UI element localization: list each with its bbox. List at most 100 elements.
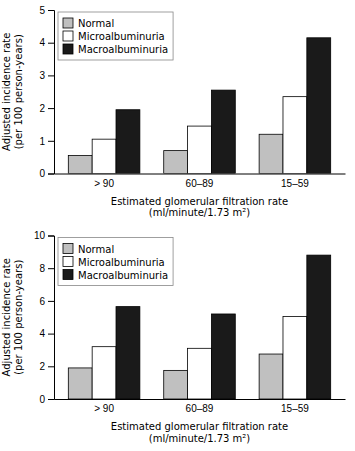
x-axis-title: Estimated glomerular filtration rate(ml/… [111,421,288,444]
bar [92,139,116,173]
legend-swatch [63,244,73,254]
bar [92,347,116,399]
y-tick-label: 2 [39,103,45,114]
legend-swatch [63,18,73,28]
legend-frame [58,12,173,60]
y-tick-label: 4 [39,37,45,48]
y-tick-label: 2 [39,361,45,372]
x-axis: > 90 60–89 15–59 [55,174,346,189]
legend-label: Normal [78,18,114,29]
x-tick-label: 60–89 [186,178,214,189]
y-tick: 4 [39,37,54,48]
y-axis-title: Adjusted incidence rate(per 100 person-y… [1,258,24,376]
legend: Normal Microalbuminuria Macroalbuminuria [58,238,173,286]
y-tick: 2 [39,361,54,372]
bar [116,307,140,399]
y-tick: 5 [39,5,54,16]
legend-label: Normal [78,244,114,255]
y-tick-label: 3 [39,70,45,81]
x-tick-label: > 90 [94,178,114,189]
y-tick-label: 5 [39,5,45,16]
bar-series [92,97,307,174]
bar [259,354,283,399]
text-line: (per 100 person-years) [13,34,24,149]
x-axis-line [55,174,346,175]
bar [188,126,212,173]
y-axis: 0 1 2 3 4 5 [39,5,54,180]
legend-swatch [63,44,73,54]
x-tick-label: 15–59 [281,403,309,414]
y-axis: 0 2 4 6 8 10 [34,230,55,405]
x-tick-label: 60–89 [186,403,214,414]
legend-swatch [63,31,73,41]
text-line: Estimated glomerular filtration rate [111,196,288,207]
bar [307,38,331,174]
x-tick: > 90 [94,178,114,189]
x-axis-title: Estimated glomerular filtration rate(ml/… [111,196,288,219]
bar [116,110,140,174]
bar [68,368,92,399]
bar [259,134,283,173]
legend-label: Macroalbuminuria [78,44,168,55]
y-tick-mark [48,43,54,44]
text-line: Estimated glomerular filtration rate [111,421,288,432]
panel: 0 1 2 3 4 5 > 90 60–89 15–59 Estimated glomerular… [1,5,346,218]
y-tick: 8 [39,263,54,274]
legend-label: Macroalbuminuria [78,270,168,281]
y-tick-mark [48,236,54,237]
legend: Normal Microalbuminuria Macroalbuminuria [58,12,173,60]
x-axis: > 90 60–89 15–59 [55,400,346,415]
legend-label: Microalbuminuria [78,257,165,268]
bar [68,156,92,174]
x-tick-label: 15–59 [281,178,309,189]
y-tick: 2 [39,103,54,114]
x-tick: 15–59 [281,178,309,189]
legend-swatch [63,257,73,267]
y-axis-line [48,236,55,400]
y-tick: 0 [39,394,54,405]
x-tick: 15–59 [281,403,309,414]
text-line: Adjusted incidence rate [1,258,12,376]
bars [68,255,330,399]
y-tick: 1 [39,136,54,147]
y-tick-label: 0 [39,394,45,405]
text-line: (ml/minute/1.73 m²) [149,433,251,444]
legend-swatch [63,270,73,280]
y-tick-mark [48,75,54,76]
x-tick: 60–89 [186,178,214,189]
bar [211,314,235,399]
bar-series [68,134,283,173]
chart-svg: 0 1 2 3 4 5 > 90 60–89 15–59 Estimated glomerular… [0,0,355,451]
y-tick-label: 4 [39,328,45,339]
x-axis-line [55,399,346,400]
legend-item: Microalbuminuria [63,31,165,42]
legend-item: Microalbuminuria [63,257,165,268]
y-tick: 6 [39,296,54,307]
y-tick-mark [48,174,54,175]
y-tick-label: 1 [39,136,45,147]
text-line: (ml/minute/1.73 m²) [149,207,251,218]
y-tick: 10 [34,230,54,241]
y-tick: 0 [39,168,54,179]
y-tick: 4 [39,328,54,339]
bar [164,151,188,174]
legend-item: Normal [63,244,114,255]
panel: 0 2 4 6 8 10 > 90 60–89 15–59 Estimated glomerula… [1,230,346,443]
text-line: Adjusted incidence rate [1,33,12,151]
y-tick-mark [48,334,54,335]
bar [211,90,235,173]
legend-frame [58,238,173,286]
bar [164,370,188,399]
y-tick-label: 6 [39,296,45,307]
bar [188,348,212,399]
text-line: (per 100 person-years) [13,260,24,375]
y-tick-mark [48,268,54,269]
y-tick-mark [48,301,54,302]
y-tick-mark [48,399,54,400]
y-tick-mark [48,10,54,11]
y-tick-label: 8 [39,263,45,274]
x-tick-label: > 90 [94,403,114,414]
legend-item: Normal [63,18,114,29]
legend-item: Macroalbuminuria [63,44,168,55]
legend-label: Microalbuminuria [78,31,165,42]
